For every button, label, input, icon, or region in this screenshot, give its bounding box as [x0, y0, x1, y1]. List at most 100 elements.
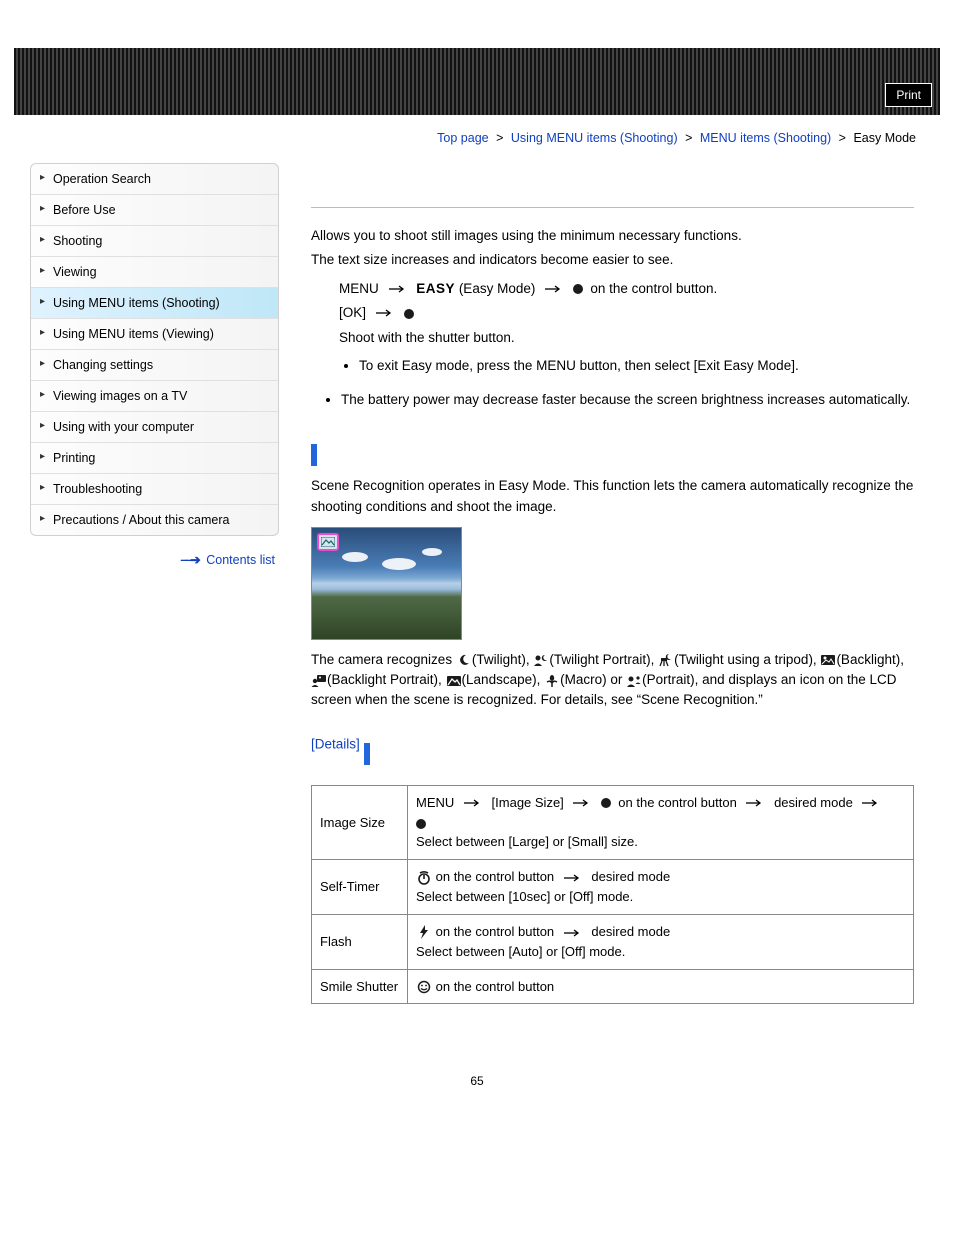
arrow-icon — [564, 868, 582, 888]
center-button-icon — [416, 819, 426, 829]
arrow-icon — [746, 793, 764, 813]
sidebar-item-operation-search[interactable]: Operation Search — [31, 164, 278, 195]
menu-label: MENU — [339, 281, 379, 296]
arrow-icon — [573, 793, 591, 813]
landscape-icon — [446, 674, 462, 688]
twilight-icon — [456, 653, 472, 667]
arrow-icon — [545, 279, 563, 299]
intro-line2: The text size increases and indicators b… — [311, 250, 914, 270]
notes: The battery power may decrease faster be… — [311, 390, 914, 410]
smile-icon — [416, 980, 432, 994]
text: desired mode — [591, 869, 670, 884]
sidebar-link[interactable]: Using with your computer — [53, 420, 194, 434]
sidebar-link[interactable]: Viewing images on a TV — [53, 389, 187, 403]
functions-table: Image Size MENU [Image Size] on the cont… — [311, 785, 914, 1004]
center-button-icon — [601, 798, 611, 808]
step-1: MENU EASY (Easy Mode) on the control but… — [339, 279, 914, 300]
twilight-portrait-icon — [533, 653, 549, 667]
table-row: Flash on the control button desired mode… — [312, 914, 914, 969]
sidebar-link[interactable]: Operation Search — [53, 172, 151, 186]
text: on the control button — [436, 979, 555, 994]
text: The camera recognizes — [311, 652, 456, 667]
scene-recog-body: The camera recognizes (Twilight), (Twili… — [311, 650, 914, 711]
row-desc: on the control button desired mode Selec… — [408, 914, 914, 969]
table-row: Image Size MENU [Image Size] on the cont… — [312, 785, 914, 859]
arrow-right-icon: ––➔ — [180, 552, 198, 567]
text: desired mode — [774, 795, 853, 810]
text: desired mode — [591, 924, 670, 939]
text: (Landscape), — [462, 672, 545, 687]
text: on the control button — [618, 795, 737, 810]
macro-icon — [544, 674, 560, 688]
sidebar-link[interactable]: Troubleshooting — [53, 482, 142, 496]
text: MENU — [416, 795, 454, 810]
scene-preview-image — [311, 527, 462, 640]
breadcrumb-current: Easy Mode — [853, 131, 916, 145]
step-3: Shoot with the shutter button. — [339, 328, 914, 348]
backlight-portrait-icon — [311, 674, 327, 688]
arrow-icon — [862, 793, 880, 813]
ok-label: [OK] — [339, 305, 366, 320]
details-link[interactable]: [Details] — [311, 736, 360, 751]
row-label: Smile Shutter — [312, 969, 408, 1004]
sidebar-link[interactable]: Printing — [53, 451, 95, 465]
table-row: Self-Timer on the control button desired… — [312, 859, 914, 914]
page-number: 65 — [0, 1044, 954, 1104]
text: Select between [Large] or [Small] size. — [416, 834, 638, 849]
sidebar-link[interactable]: Using MENU items (Shooting) — [53, 296, 220, 310]
arrow-icon — [564, 923, 582, 943]
row-label: Image Size — [312, 785, 408, 859]
contents-list-link[interactable]: Contents list — [206, 553, 275, 567]
sidebar-link[interactable]: Precautions / About this camera — [53, 513, 229, 527]
arrow-icon — [464, 793, 482, 813]
text: on the control button — [436, 869, 555, 884]
breadcrumb-top[interactable]: Top page — [437, 131, 488, 145]
step-2: [OK] — [339, 303, 914, 324]
arrow-icon — [389, 279, 407, 299]
sidebar-item-before-use[interactable]: Before Use — [31, 195, 278, 226]
backlight-icon — [820, 653, 836, 667]
print-button[interactable]: Print — [885, 83, 932, 107]
portrait-icon — [626, 674, 642, 688]
landscape-badge-icon — [317, 533, 339, 551]
table-row: Smile Shutter on the control button — [312, 969, 914, 1004]
note-battery: The battery power may decrease faster be… — [341, 390, 914, 410]
easy-paren: (Easy Mode) — [459, 281, 536, 296]
sidebar-link[interactable]: Changing settings — [53, 358, 153, 372]
center-button-icon — [404, 309, 414, 319]
intro-line1: Allows you to shoot still images using t… — [311, 226, 914, 246]
sidebar-item-troubleshooting[interactable]: Troubleshooting — [31, 474, 278, 505]
sidebar-nav: Operation Search Before Use Shooting Vie… — [30, 163, 279, 536]
breadcrumb-l2[interactable]: MENU items (Shooting) — [700, 131, 831, 145]
text: (Backlight), — [836, 652, 904, 667]
sidebar-item-computer[interactable]: Using with your computer — [31, 412, 278, 443]
twilight-tripod-icon — [658, 653, 674, 667]
section-mark-icon — [364, 743, 370, 765]
sidebar-item-printing[interactable]: Printing — [31, 443, 278, 474]
breadcrumb-sep: > — [685, 131, 692, 145]
text: Select between [10sec] or [Off] mode. — [416, 889, 633, 904]
sidebar-link[interactable]: Shooting — [53, 234, 102, 248]
row-desc: MENU [Image Size] on the control button … — [408, 785, 914, 859]
breadcrumb-l1[interactable]: Using MENU items (Shooting) — [511, 131, 678, 145]
row-desc: on the control button — [408, 969, 914, 1004]
top-banner: Print — [14, 48, 940, 115]
text: (Macro) or — [560, 672, 626, 687]
sidebar-item-precautions[interactable]: Precautions / About this camera — [31, 505, 278, 535]
sidebar-link[interactable]: Before Use — [53, 203, 116, 217]
sidebar-item-shooting[interactable]: Shooting — [31, 226, 278, 257]
exit-easy-bullet: To exit Easy mode, press the MENU button… — [359, 356, 914, 376]
row-desc: on the control button desired mode Selec… — [408, 859, 914, 914]
sidebar-link[interactable]: Viewing — [53, 265, 97, 279]
arrow-icon — [376, 303, 394, 323]
sidebar-item-tv[interactable]: Viewing images on a TV — [31, 381, 278, 412]
sidebar-item-menu-viewing[interactable]: Using MENU items (Viewing) — [31, 319, 278, 350]
breadcrumb: Top page > Using MENU items (Shooting) >… — [0, 115, 954, 153]
sidebar-item-changing-settings[interactable]: Changing settings — [31, 350, 278, 381]
text: (Twilight), — [472, 652, 534, 667]
sidebar-item-viewing[interactable]: Viewing — [31, 257, 278, 288]
sidebar-item-menu-shooting[interactable]: Using MENU items (Shooting) — [31, 288, 278, 319]
section-mark-icon — [311, 444, 317, 466]
sidebar-link[interactable]: Using MENU items (Viewing) — [53, 327, 214, 341]
sidebar: Operation Search Before Use Shooting Vie… — [14, 153, 279, 567]
